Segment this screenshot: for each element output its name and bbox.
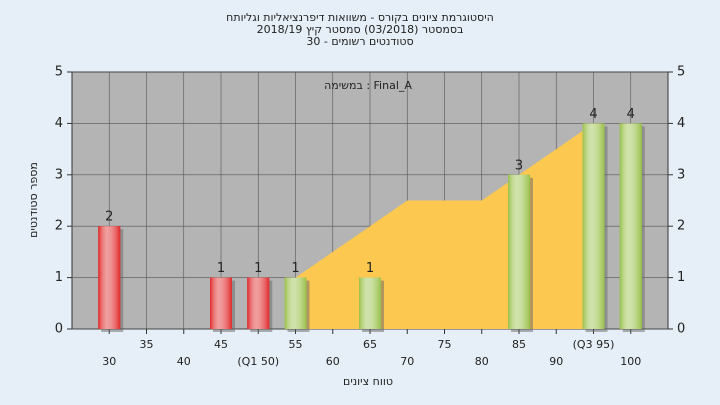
x-tick-label: 85: [512, 338, 526, 351]
x-tick-label: 30: [102, 355, 116, 368]
y-tick-label: 1: [55, 270, 63, 285]
bar-shine: [284, 277, 307, 329]
x-tick-label: 90: [549, 355, 563, 368]
bar-shine: [210, 277, 232, 329]
x-tick-label: 70: [400, 355, 414, 368]
data-label: 4: [589, 107, 597, 122]
x-tick-label: 100: [620, 355, 641, 368]
x-tick-label: 40: [177, 355, 191, 368]
y-tick-label: 5: [55, 65, 63, 80]
annotation: במשימה : Final_A: [324, 79, 412, 92]
y-axis-label: מספר סטודנטים: [27, 162, 40, 238]
data-label: 1: [217, 261, 225, 276]
data-label: 3: [515, 158, 523, 173]
x-tick-label: 35: [140, 338, 154, 351]
x-tick-label: (Q1 50): [237, 355, 279, 368]
data-label: 1: [366, 261, 374, 276]
y-tick-label: 3: [55, 167, 63, 182]
bar-shine: [359, 277, 381, 329]
y2-tick-label: 0: [677, 322, 685, 337]
bar-shine: [619, 123, 642, 330]
bar-shine: [508, 174, 530, 329]
x-tick-label: 80: [475, 355, 489, 368]
y2-tick-label: 3: [677, 167, 685, 182]
chart-subtitle: סטודנטים רשומים - 30: [306, 35, 413, 48]
y-tick-label: 2: [55, 219, 63, 234]
x-tick-label: 60: [326, 355, 340, 368]
y2-tick-label: 1: [677, 270, 685, 285]
bar-shine: [247, 277, 270, 329]
chart-subtitle: בסמסטר (03/2018) סמסטר קיץ 2018/19: [257, 23, 464, 36]
x-tick-label: 75: [438, 338, 452, 351]
data-label: 1: [254, 261, 262, 276]
bar-shine: [98, 226, 121, 329]
data-label: 1: [291, 261, 299, 276]
y2-tick-label: 4: [677, 116, 685, 131]
data-label: 2: [105, 210, 113, 225]
data-label: 4: [627, 107, 635, 122]
y2-tick-label: 5: [677, 65, 685, 80]
y-tick-label: 0: [55, 322, 63, 337]
x-tick-label: (Q3 95): [573, 338, 615, 351]
x-tick-label: 65: [363, 338, 377, 351]
chart-title: היסטוגרמת ציונים בקורס - משוואות דיפרנצי…: [226, 11, 494, 24]
y-tick-label: 4: [55, 116, 63, 131]
x-tick-label: 45: [214, 338, 228, 351]
x-axis-label: טווח ציונים: [343, 375, 393, 388]
x-tick-label: 55: [289, 338, 303, 351]
bar-shine: [582, 123, 605, 330]
y2-tick-label: 2: [677, 219, 685, 234]
